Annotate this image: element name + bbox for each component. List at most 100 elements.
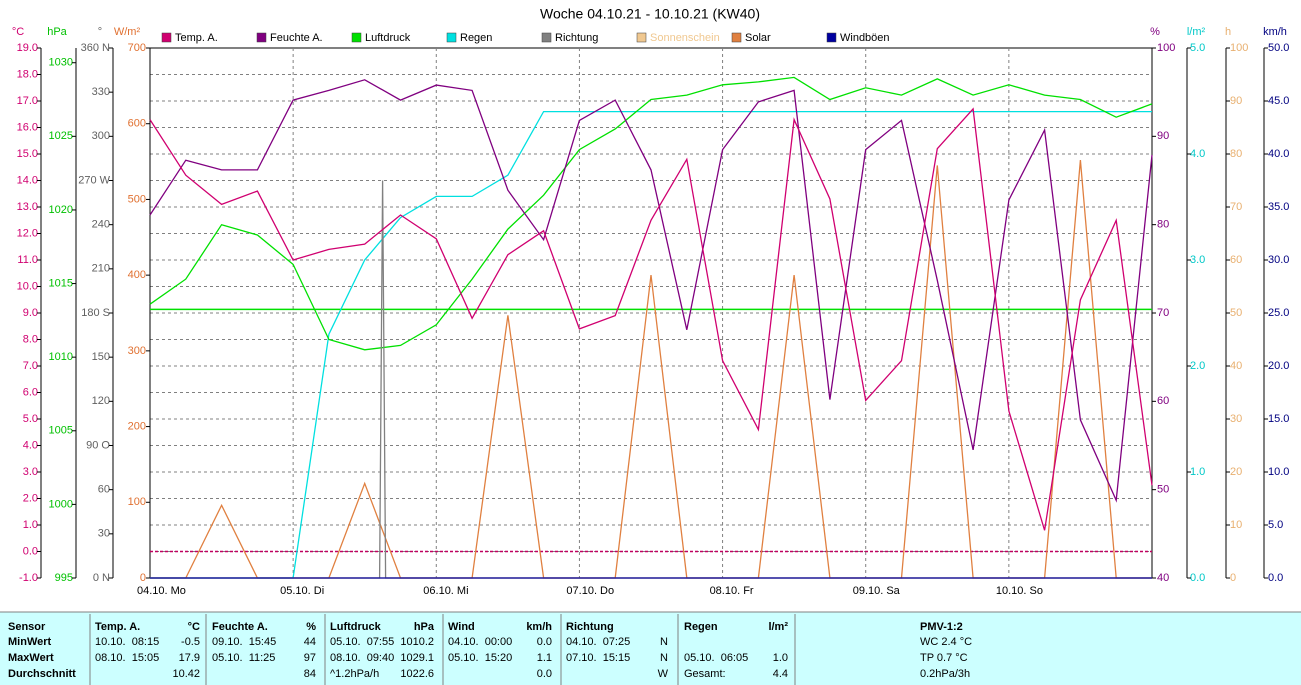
y-tick-label: 15.0 [1268, 413, 1289, 425]
table-cell: PMV-1:2 [920, 621, 963, 633]
table-cell: 17.9 [179, 652, 200, 664]
table-cell: WC 2.4 °C [920, 636, 972, 648]
y-tick-label: 50.0 [1268, 42, 1289, 54]
legend-label: Luftdruck [365, 32, 411, 44]
axis-unit: km/h [1263, 26, 1287, 38]
y-tick-label: 30 [1230, 413, 1242, 425]
table-cell: 08.10. 15:05 [95, 652, 159, 664]
y-tick-label: 19.0 [17, 42, 38, 54]
axis-unit: % [1150, 26, 1160, 38]
y-tick-label: 1015 [49, 277, 73, 289]
y-tick-label: 180 S [81, 307, 110, 319]
y-tick-label: 330 [92, 86, 110, 98]
y-tick-label: 40.0 [1268, 148, 1289, 160]
y-tick-label: 12.0 [17, 227, 38, 239]
table-cell: 1029.1 [400, 652, 434, 664]
y-tick-label: 5.0 [23, 413, 38, 425]
table-cell: 05.10. 15:20 [448, 652, 512, 664]
axis-unit: W/m² [114, 26, 141, 38]
legend-swatch [256, 32, 267, 43]
y-tick-label: 5.0 [1190, 42, 1205, 54]
y-tick-label: 30 [98, 528, 110, 540]
y-tick-label: 14.0 [17, 174, 38, 186]
legend-swatch [636, 32, 647, 43]
y-tick-label: 70 [1230, 201, 1242, 213]
table-cell: Regen [684, 621, 718, 633]
table-cell: l/m² [768, 621, 788, 633]
y-tick-label: 700 [128, 42, 146, 54]
axis-unit: ° [98, 26, 102, 38]
table-cell: Feuchte A. [212, 621, 268, 633]
table-cell: 05.10. 07:55 [330, 636, 394, 648]
x-tick-label: 05.10. Di [280, 585, 324, 597]
series-line [149, 79, 1153, 503]
y-tick-label: 17.0 [17, 95, 38, 107]
y-tick-label: 20.0 [1268, 360, 1289, 372]
y-tick-label: 50 [1230, 307, 1242, 319]
series-line [150, 110, 1152, 579]
y-tick-label: 995 [55, 572, 73, 584]
y-tick-label: 600 [128, 118, 146, 130]
y-tick-label: 80 [1157, 219, 1169, 231]
y-tick-label: 1.0 [1190, 466, 1205, 478]
table-cell: °C [188, 621, 200, 633]
x-tick-label: 08.10. Fr [710, 585, 754, 597]
y-tick-label: 50 [1157, 484, 1169, 496]
axis-unit: l/m² [1187, 26, 1206, 38]
table-cell: N [660, 636, 668, 648]
y-tick-label: 200 [128, 420, 146, 432]
table-cell: hPa [414, 621, 435, 633]
y-tick-label: 1005 [49, 425, 73, 437]
y-tick-label: 6.0 [23, 386, 38, 398]
y-tick-label: 1010 [49, 351, 73, 363]
table-background [0, 612, 1301, 685]
y-tick-label: 5.0 [1268, 519, 1283, 531]
y-tick-label: 0.0 [1268, 572, 1283, 584]
table-cell: MinWert [8, 636, 52, 648]
y-tick-label: 13.0 [17, 201, 38, 213]
table-cell: MaxWert [8, 652, 54, 664]
y-tick-label: 10.0 [1268, 466, 1289, 478]
y-tick-label: 270 W [78, 174, 110, 186]
table-cell: ^1.2hPa/h [330, 668, 379, 680]
series-line [149, 107, 1153, 531]
y-tick-label: 1020 [49, 204, 73, 216]
legend-swatch [351, 32, 362, 43]
y-tick-label: 1.0 [23, 519, 38, 531]
y-tick-label: 70 [1157, 307, 1169, 319]
y-tick-label: 400 [128, 269, 146, 281]
y-tick-label: 3.0 [1190, 254, 1205, 266]
y-tick-label: 4.0 [23, 439, 38, 451]
y-tick-label: 25.0 [1268, 307, 1289, 319]
y-tick-label: 20 [1230, 466, 1242, 478]
table-cell: Luftdruck [330, 621, 382, 633]
table-cell: km/h [526, 621, 552, 633]
y-tick-label: 1030 [49, 57, 73, 69]
y-tick-label: 7.0 [23, 360, 38, 372]
y-tick-label: 300 [128, 345, 146, 357]
y-tick-label: 10.0 [17, 280, 38, 292]
table-cell: 07.10. 15:15 [566, 652, 630, 664]
axis-unit: hPa [47, 26, 67, 38]
y-tick-label: 30.0 [1268, 254, 1289, 266]
y-tick-label: 11.0 [17, 254, 38, 266]
y-tick-label: 0 N [93, 572, 110, 584]
y-tick-label: 0.0 [1190, 572, 1205, 584]
y-tick-label: 100 [128, 496, 146, 508]
y-tick-label: 2.0 [23, 492, 38, 504]
y-tick-label: 210 [92, 263, 110, 275]
y-tick-label: 16.0 [17, 121, 38, 133]
table-cell: Durchschnitt [8, 668, 76, 680]
legend-label: Feuchte A. [270, 32, 323, 44]
x-tick-label: 04.10. Mo [137, 585, 186, 597]
chart-title: Woche 04.10.21 - 10.10.21 (KW40) [540, 6, 760, 22]
y-tick-label: 0 [1230, 572, 1236, 584]
y-tick-label: 1025 [49, 130, 73, 142]
y-tick-label: 18.0 [17, 68, 38, 80]
legend-label: Regen [460, 32, 492, 44]
table-cell: 0.0 [537, 668, 552, 680]
axis-unit: °C [12, 26, 24, 38]
y-tick-label: 35.0 [1268, 201, 1289, 213]
legend-swatch [826, 32, 837, 43]
y-tick-label: 15.0 [17, 148, 38, 160]
